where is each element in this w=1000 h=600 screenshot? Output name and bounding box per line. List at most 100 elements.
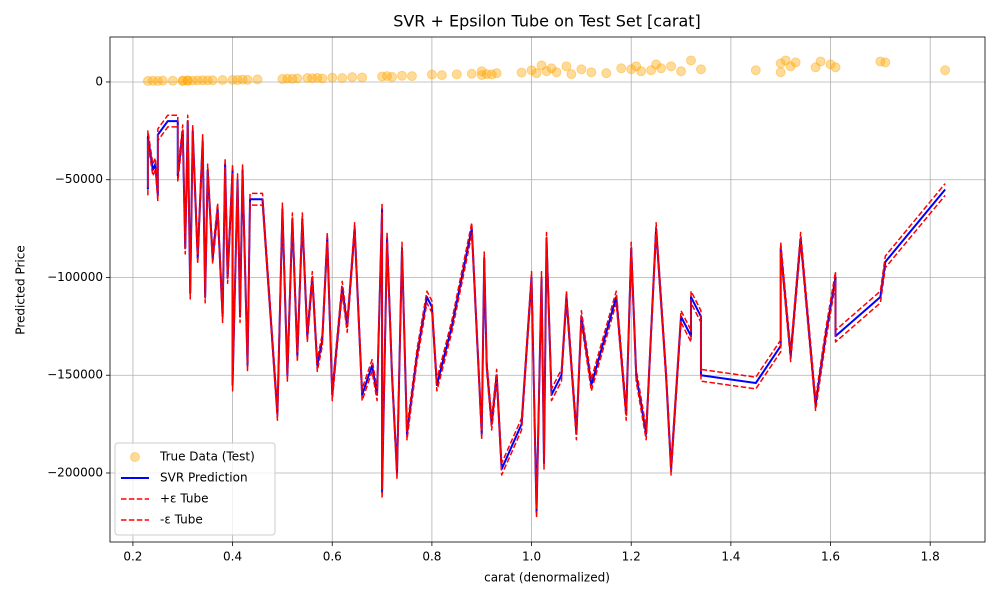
scatter-point (546, 63, 557, 74)
scatter-point (147, 75, 158, 86)
scatter-point (666, 61, 677, 72)
scatter-point (451, 69, 462, 80)
scatter-point (197, 75, 208, 86)
scatter-point (177, 75, 188, 86)
y-tick-label: −100000 (47, 270, 103, 284)
x-tick-label: 1.6 (821, 550, 840, 564)
scatter-point (396, 70, 407, 81)
scatter-point (785, 61, 796, 72)
y-tick-label: 0 (95, 74, 103, 88)
scatter-point (207, 75, 218, 86)
scatter-point (651, 59, 662, 70)
scatter-point (536, 60, 547, 71)
scatter-point (601, 68, 612, 79)
legend-marker (130, 452, 140, 462)
scatter-point (880, 57, 891, 68)
scatter-point (177, 75, 188, 86)
scatter-point (626, 64, 637, 75)
x-tick-label: 1.2 (622, 550, 641, 564)
scatter-point (815, 56, 826, 67)
scatter-point (187, 75, 198, 86)
scatter-point (307, 73, 318, 84)
scatter-point (476, 70, 487, 81)
legend-box (114, 442, 276, 536)
scatter-point (192, 75, 203, 86)
scatter-point (217, 75, 228, 86)
scatter-point (531, 68, 542, 79)
scatter-point (302, 73, 313, 84)
scatter-point (292, 73, 303, 84)
scatter-point (277, 74, 288, 85)
y-tick-label: −150000 (47, 368, 103, 382)
scatter-point (810, 62, 821, 73)
scatter-point (152, 75, 163, 86)
scatter-point (436, 70, 447, 81)
x-axis-label: carat (denormalized) (484, 571, 610, 585)
scatter-point (586, 67, 597, 78)
scatter-point (481, 69, 492, 80)
legend-label: -ε Tube (160, 513, 203, 527)
scatter-point (476, 66, 487, 77)
scatter-point (541, 66, 552, 77)
scatter-point (252, 74, 263, 85)
scatter-point (646, 65, 657, 76)
scatter-point (202, 75, 213, 86)
scatter-point (825, 59, 836, 70)
scatter-point (551, 67, 562, 78)
legend: True Data (Test) SVR Prediction +ε Tube -ε … (114, 442, 276, 536)
scatter-point (387, 71, 398, 82)
x-tick-label: 0.4 (223, 550, 242, 564)
scatter-point (561, 61, 572, 72)
scatter-point (631, 61, 642, 72)
scatter-point (327, 72, 338, 83)
legend-label: +ε Tube (160, 492, 208, 506)
scatter-point (282, 73, 293, 84)
scatter-point (790, 57, 801, 68)
scatter-point (676, 66, 687, 77)
scatter-point (566, 69, 577, 80)
x-tick-label: 0.6 (323, 550, 342, 564)
y-tick-label: −50000 (55, 172, 103, 186)
scatter-point (227, 74, 238, 85)
scatter-point (656, 63, 667, 74)
scatter-point (426, 69, 437, 80)
scatter-point (526, 65, 537, 76)
x-tick-label: 1.8 (921, 550, 940, 564)
scatter-point (337, 73, 348, 84)
scatter-point (780, 55, 791, 66)
scatter-point (182, 75, 193, 86)
x-tick-label: 0.2 (123, 550, 142, 564)
line-series (147, 126, 946, 519)
scatter-point (875, 56, 886, 67)
scatter-point (940, 65, 951, 76)
scatter-point (406, 71, 417, 82)
y-axis-label: Predicted Price (14, 245, 28, 334)
scatter-point (750, 65, 761, 76)
scatter-point (775, 58, 786, 69)
scatter-point (142, 75, 153, 86)
scatter-point (312, 72, 323, 83)
x-tick-label: 0.8 (422, 550, 441, 564)
scatter-point (686, 55, 697, 66)
scatter-point (242, 74, 253, 85)
x-tick-label: 1.4 (721, 550, 740, 564)
scatter-point (377, 71, 388, 82)
scatter-point (237, 74, 248, 85)
chart-title: SVR + Epsilon Tube on Test Set [carat] (393, 12, 701, 31)
scatter-point (182, 75, 193, 86)
x-tick-label: 1.0 (522, 550, 541, 564)
scatter-point (516, 67, 527, 78)
scatter-point (775, 67, 786, 78)
scatter-point (317, 73, 328, 84)
scatter-point (232, 75, 243, 86)
scatter-point (636, 66, 647, 77)
scatter-point (695, 64, 706, 75)
scatter-point (830, 62, 841, 73)
legend-label: True Data (Test) (159, 450, 255, 464)
scatter-point (357, 72, 368, 83)
y-tick-label: −200000 (47, 465, 103, 479)
scatter-point (466, 68, 477, 79)
scatter-point (167, 75, 178, 86)
legend-label: SVR Prediction (160, 471, 248, 485)
